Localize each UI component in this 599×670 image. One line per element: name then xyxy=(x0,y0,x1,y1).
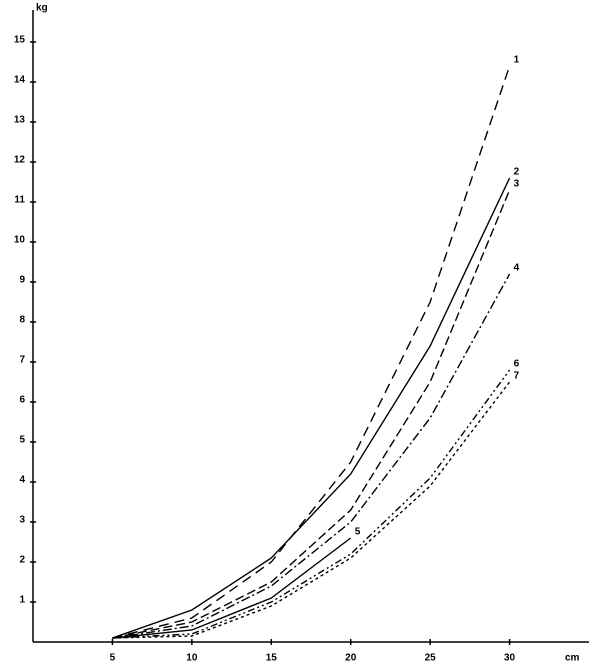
x-tick-label: 20 xyxy=(345,653,357,664)
y-tick-label: 7 xyxy=(19,355,25,366)
y-tick-label: 8 xyxy=(19,315,25,326)
y-tick-label: 4 xyxy=(19,475,25,486)
y-tick-label: 14 xyxy=(14,75,26,86)
y-tick-label: 2 xyxy=(19,555,25,566)
series-line xyxy=(112,65,511,639)
y-tick-label: 11 xyxy=(14,195,25,206)
series-line xyxy=(112,369,511,639)
series-label: 1 xyxy=(514,55,520,66)
series-label: 3 xyxy=(514,179,520,190)
x-tick-label: 15 xyxy=(266,653,278,664)
x-tick-label: 10 xyxy=(186,653,198,664)
series-label: 5 xyxy=(355,527,361,538)
y-tick-label: 15 xyxy=(14,35,26,46)
series-line xyxy=(112,189,511,639)
x-tick-label: 25 xyxy=(425,653,437,664)
y-tick-label: 5 xyxy=(19,435,25,446)
y-tick-label: 13 xyxy=(14,115,26,126)
series-label: 7 xyxy=(514,371,520,382)
y-axis-label: kg xyxy=(36,3,48,14)
y-tick-label: 12 xyxy=(14,155,26,166)
x-tick-label: 5 xyxy=(110,653,116,664)
y-tick-label: 3 xyxy=(19,515,25,526)
series-label: 2 xyxy=(514,167,520,178)
y-tick-label: 1 xyxy=(19,595,25,606)
x-axis-label: cm xyxy=(565,653,580,664)
y-tick-label: 10 xyxy=(14,235,26,246)
series-line xyxy=(112,177,511,639)
series-label: 4 xyxy=(514,263,520,274)
series-line xyxy=(112,381,511,639)
x-tick-label: 30 xyxy=(504,653,516,664)
series-line xyxy=(112,537,352,639)
series-label: 6 xyxy=(514,359,520,370)
y-tick-label: 9 xyxy=(19,275,25,286)
series-line xyxy=(112,273,511,639)
y-tick-label: 6 xyxy=(19,395,25,406)
